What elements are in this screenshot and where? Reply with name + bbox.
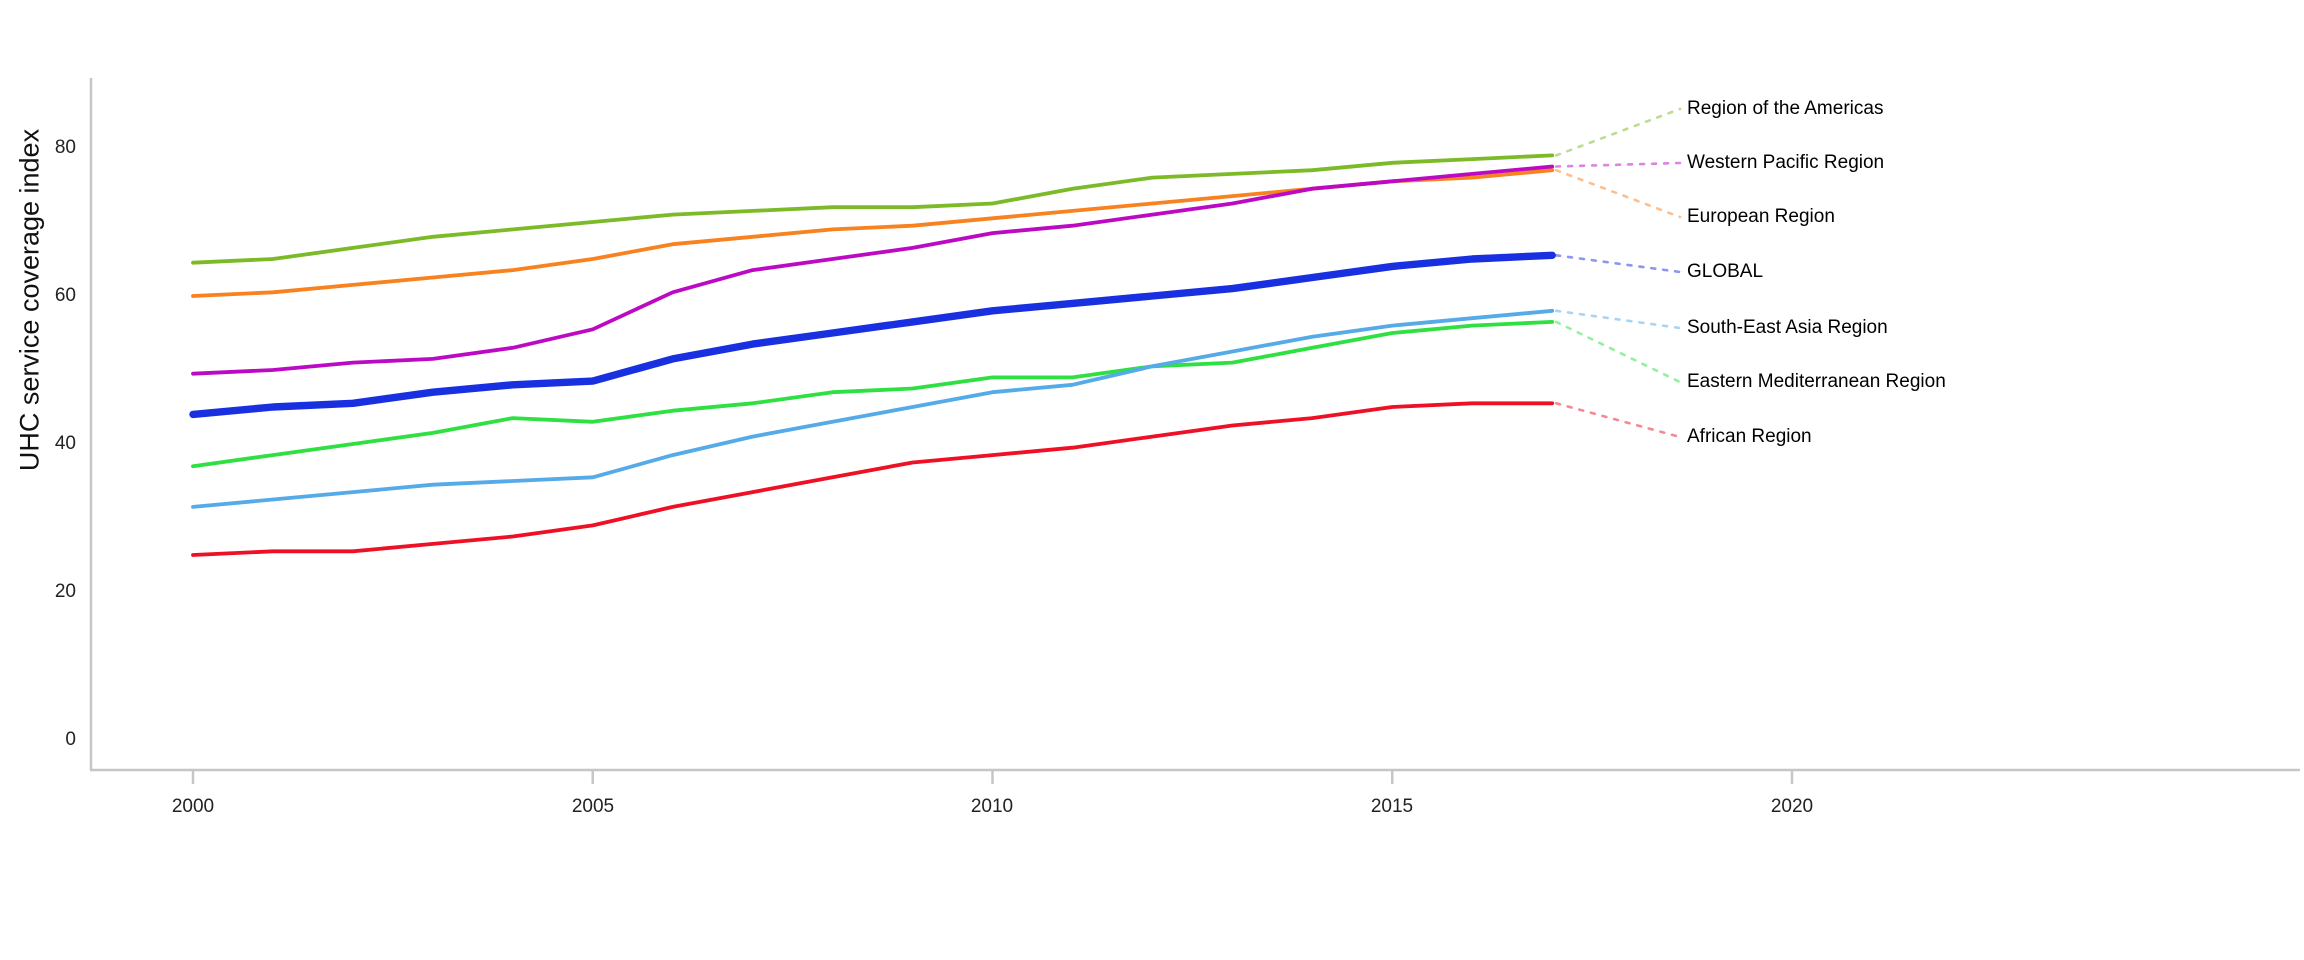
legend-label-region-of-the-americas: Region of the Americas (1687, 98, 1884, 119)
legend-connector-region-of-the-americas (1554, 107, 1682, 157)
y-tick-label-20: 20 (54, 581, 76, 602)
series-lines-layer (189, 153, 1556, 557)
series-line-south-east-asia-region (191, 308, 1555, 509)
legend-connector-european-region (1554, 168, 1682, 219)
series-line-region-of-the-americas (191, 153, 1555, 265)
x-tick-label-2015: 2015 (1370, 796, 1414, 817)
x-tick-label-2010: 2010 (970, 796, 1014, 817)
axes-layer (89, 78, 2300, 784)
legend-connector-african-region (1554, 401, 1682, 439)
legend-connector-layer (1554, 107, 1682, 439)
legend-label-south-east-asia-region: South-East Asia Region (1687, 317, 1888, 338)
y-tick-label-40: 40 (54, 433, 76, 454)
legend-label-african-region: African Region (1687, 426, 1812, 447)
series-line-african-region (191, 401, 1555, 557)
x-tick-label-2000: 2000 (171, 796, 215, 817)
legend-connector-western-pacific-region (1554, 161, 1682, 168)
legend-label-western-pacific-region: Western Pacific Region (1687, 152, 1885, 173)
x-tick-label-2005: 2005 (571, 796, 615, 817)
series-line-global (189, 251, 1556, 419)
series-line-eastern-mediterranean-region (191, 319, 1555, 469)
y-tick-label-60: 60 (54, 285, 76, 306)
legend-connector-eastern-mediterranean-region (1554, 320, 1682, 384)
legend-label-global: GLOBAL (1687, 261, 1764, 282)
legend-connector-global (1554, 254, 1682, 274)
series-line-european-region (191, 168, 1555, 298)
legend-connector-south-east-asia-region (1554, 309, 1682, 330)
legend-label-eastern-mediterranean-region: Eastern Mediterranean Region (1687, 371, 1946, 392)
y-tick-label-0: 0 (65, 729, 76, 750)
legend-label-european-region: European Region (1687, 206, 1835, 227)
series-line-western-pacific-region (191, 164, 1555, 376)
y-tick-label-80: 80 (54, 137, 76, 158)
x-tick-label-2020: 2020 (1770, 796, 1814, 817)
